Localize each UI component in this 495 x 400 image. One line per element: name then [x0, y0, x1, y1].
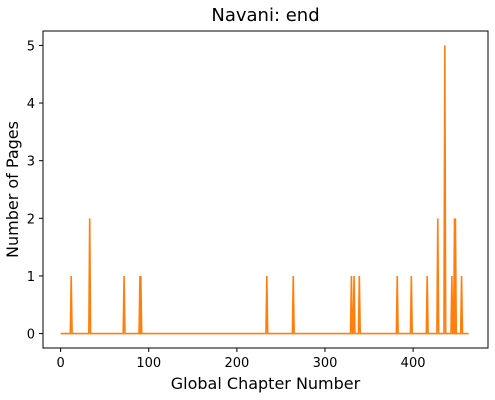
y-axis-label: Number of Pages — [3, 121, 22, 258]
x-tick-label: 400 — [401, 356, 426, 371]
x-tick-label: 100 — [136, 356, 161, 371]
series-line — [60, 45, 469, 335]
y-tick-label: 5 — [27, 39, 35, 54]
y-tick-label: 4 — [27, 97, 35, 112]
y-tick-label: 0 — [27, 328, 35, 343]
x-axis: 0 100 200 300 400 — [56, 348, 426, 371]
x-tick-label: 0 — [56, 356, 64, 371]
chart-title: Navani: end — [211, 5, 319, 26]
plot-area — [60, 45, 469, 335]
y-tick-label: 1 — [27, 270, 35, 285]
plot-frame — [42, 30, 489, 349]
x-tick-label: 300 — [313, 356, 338, 371]
y-tick-label: 3 — [27, 155, 35, 170]
x-tick-label: 200 — [224, 356, 249, 371]
y-tick-label: 2 — [27, 212, 35, 227]
x-axis-label: Global Chapter Number — [171, 374, 361, 393]
y-axis: 0 1 2 3 4 5 — [27, 39, 43, 343]
